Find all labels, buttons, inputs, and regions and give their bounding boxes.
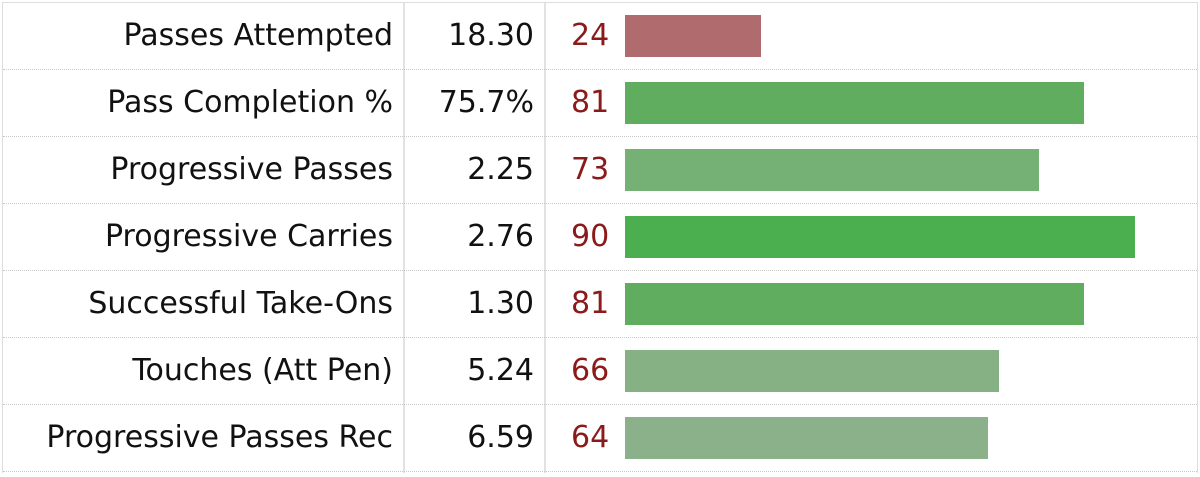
percentile-bar bbox=[625, 15, 762, 57]
percentile-bar bbox=[625, 417, 988, 459]
stat-row: Touches (Att Pen) 5.24 66 bbox=[3, 338, 1197, 405]
per90-value: 75.7% bbox=[438, 85, 534, 120]
percentile-bar bbox=[625, 350, 1000, 392]
percentile-value: 90 bbox=[571, 219, 610, 254]
percentile-bar bbox=[625, 216, 1136, 258]
percentile-value: 66 bbox=[571, 353, 610, 388]
per90-value: 2.76 bbox=[467, 219, 534, 254]
per90-value: 5.24 bbox=[467, 353, 534, 388]
stat-label: Passes Attempted bbox=[123, 18, 393, 53]
stat-row: Progressive Passes Rec 6.59 64 bbox=[3, 405, 1197, 472]
percentile-bar bbox=[625, 149, 1039, 191]
stat-label: Progressive Passes bbox=[110, 152, 393, 187]
percentile-value: 81 bbox=[571, 85, 610, 120]
stat-row: Progressive Passes 2.25 73 bbox=[3, 137, 1197, 204]
percentile-value: 73 bbox=[571, 152, 610, 187]
stat-row: Successful Take-Ons 1.30 81 bbox=[3, 271, 1197, 338]
percentile-bar bbox=[625, 82, 1085, 124]
column-divider bbox=[544, 3, 546, 473]
stat-label: Pass Completion % bbox=[107, 85, 393, 120]
per90-value: 2.25 bbox=[467, 152, 534, 187]
stat-row: Pass Completion % 75.7% 81 bbox=[3, 70, 1197, 137]
per90-value: 6.59 bbox=[467, 420, 534, 455]
column-divider bbox=[403, 3, 405, 473]
stat-label: Touches (Att Pen) bbox=[132, 353, 393, 388]
per90-value: 18.30 bbox=[448, 18, 534, 53]
per90-value: 1.30 bbox=[467, 286, 534, 321]
percentile-bar bbox=[625, 283, 1085, 325]
percentile-value: 64 bbox=[571, 420, 610, 455]
stat-row: Progressive Carries 2.76 90 bbox=[3, 204, 1197, 271]
stat-label: Progressive Passes Rec bbox=[46, 420, 393, 455]
stat-row: Passes Attempted 18.30 24 bbox=[3, 3, 1197, 70]
stat-label: Successful Take-Ons bbox=[88, 286, 393, 321]
percentile-value: 24 bbox=[571, 18, 610, 53]
stat-label: Progressive Carries bbox=[104, 219, 393, 254]
percentile-value: 81 bbox=[571, 286, 610, 321]
